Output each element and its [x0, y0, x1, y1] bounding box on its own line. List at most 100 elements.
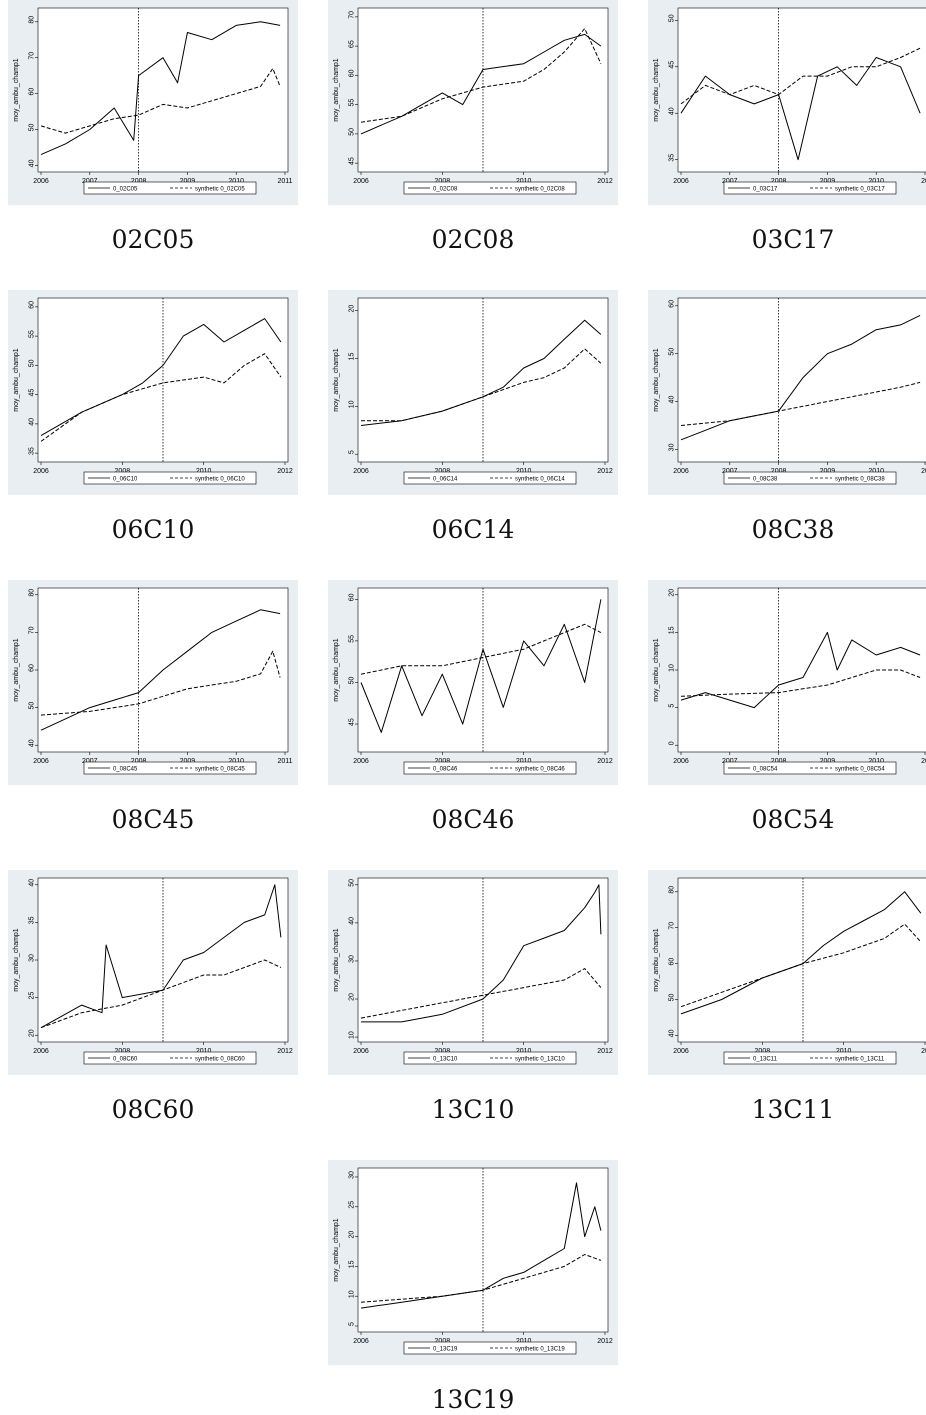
- x-tick-label: 2007: [82, 758, 98, 765]
- y-axis-label: moy_ambu_champ1: [653, 348, 660, 412]
- panel-caption: 13C10: [431, 1095, 515, 1124]
- y-tick-label: 60: [349, 593, 356, 601]
- y-tick-label: 5: [349, 1322, 356, 1326]
- x-tick-label: 2009: [820, 468, 836, 475]
- series-line-synthetic: [40, 353, 282, 442]
- y-tick-label: 20: [669, 589, 676, 597]
- series-line-treated: [40, 884, 282, 1029]
- panel-caption: 08C54: [751, 805, 835, 834]
- y-tick-label: 60: [29, 301, 36, 309]
- chart-svg: 2006 2008 2010 2012 5 10 15 20 moy_ambu_champ1 0_…: [333, 297, 613, 485]
- y-tick-label: 60: [29, 664, 36, 672]
- chart-panel-08C45: 2006 2007 2008 2009 2010 2011 40 50 60 70 80 moy_am…: [8, 580, 298, 785]
- x-tick-label: 2008: [435, 1048, 451, 1055]
- x-tick-label: 2010: [228, 178, 244, 185]
- x-tick-label: 2010: [868, 468, 884, 475]
- y-tick-label: 35: [29, 447, 36, 455]
- y-tick-label: 45: [349, 718, 356, 726]
- legend-label: 0_08C60: [113, 1057, 138, 1063]
- x-tick-label: 20: [921, 758, 926, 765]
- x-tick-label: 2008: [435, 178, 451, 185]
- x-tick-label: 2008: [115, 468, 131, 475]
- y-tick-label: 30: [349, 955, 356, 963]
- y-tick-label: 55: [349, 99, 356, 107]
- chart-panel-06C10: 2006 2008 2010 2012 35 40 45 50 55 60 moy_ambu_cha…: [8, 290, 298, 495]
- x-tick-label: 2010: [836, 1048, 852, 1055]
- chart-svg: 2006 2007 2008 2009 2010 20 35 40 45 50 moy_ambu_c…: [653, 7, 926, 195]
- y-tick-label: 70: [669, 922, 676, 930]
- chart-svg: 2006 2008 2010 2012 20 25 30 35 40 moy_ambu_champ…: [13, 877, 293, 1065]
- series-line-synthetic: [40, 68, 281, 134]
- series-line-synthetic: [360, 1254, 602, 1303]
- chart-panel-02C05: 2006 2007 2008 2009 2010 2011 40 50 60 70 80 moy_am…: [8, 0, 298, 205]
- y-tick-label: 30: [349, 1171, 356, 1179]
- y-tick-label: 55: [349, 635, 356, 643]
- series-line-treated: [40, 21, 281, 156]
- plot-area: [677, 877, 926, 1043]
- x-tick-label: 20: [921, 178, 926, 185]
- legend-label: synthetic 0_08C60: [195, 1057, 245, 1063]
- x-tick-label: 2006: [673, 758, 689, 765]
- legend-label: 0_06C10: [113, 477, 138, 483]
- x-tick-label: 2010: [516, 178, 532, 185]
- chart-svg: 2006 2008 2010 2012 45 50 55 60 65 70 moy_ambu_cha…: [333, 7, 613, 195]
- legend-label: synthetic 0_13C10: [515, 1057, 565, 1063]
- x-tick-label: 2006: [673, 1048, 689, 1055]
- series-line-synthetic: [40, 959, 282, 1029]
- series-line-treated: [40, 609, 281, 731]
- y-tick-label: 5: [669, 704, 676, 708]
- y-tick-label: 30: [29, 954, 36, 962]
- x-tick-label: 2009: [820, 758, 836, 765]
- chart-svg: 2006 2007 2008 2009 2010 2011 40 50 60 70 80 moy_am…: [13, 587, 293, 775]
- y-tick-label: 25: [349, 1201, 356, 1209]
- chart-panel-13C11: 2006 2008 2010 20 40 50 60 70 80 moy_ambu_champ1 0…: [648, 870, 926, 1075]
- series-line-treated: [360, 599, 602, 733]
- y-tick-label: 0: [669, 741, 676, 745]
- y-tick-label: 60: [29, 88, 36, 96]
- y-tick-label: 50: [29, 702, 36, 710]
- y-tick-label: 65: [349, 40, 356, 48]
- y-tick-label: 50: [29, 359, 36, 367]
- y-tick-label: 55: [29, 330, 36, 338]
- series-line-synthetic: [360, 28, 602, 123]
- y-axis-label: moy_ambu_champ1: [13, 638, 20, 702]
- legend-label: 0_13C11: [753, 1057, 778, 1063]
- y-tick-label: 60: [669, 300, 676, 308]
- y-axis-label: moy_ambu_champ1: [333, 58, 340, 122]
- legend-label: synthetic 0_02C05: [195, 187, 245, 193]
- chart-panel-08C46: 2006 2008 2010 2012 45 50 55 60 moy_ambu_champ1 0…: [328, 580, 618, 785]
- y-axis-label: moy_ambu_champ1: [333, 1218, 340, 1282]
- series-line-synthetic: [680, 923, 922, 1008]
- series-line-synthetic: [40, 650, 281, 716]
- y-tick-label: 60: [669, 958, 676, 966]
- legend-label: synthetic 0_03C17: [835, 187, 885, 193]
- y-tick-label: 45: [349, 157, 356, 165]
- x-tick-label: 2012: [597, 1338, 613, 1345]
- y-tick-label: 40: [29, 739, 36, 747]
- x-tick-label: 2007: [722, 468, 738, 475]
- y-axis-label: moy_ambu_champ1: [653, 638, 660, 702]
- plot-area: [677, 297, 926, 463]
- y-axis-label: moy_ambu_champ1: [333, 928, 340, 992]
- series-line-treated: [680, 57, 921, 161]
- series-line-synthetic: [680, 47, 921, 105]
- x-tick-label: 2008: [131, 758, 147, 765]
- panel-caption: 13C11: [751, 1095, 835, 1124]
- x-tick-label: 2008: [115, 1048, 131, 1055]
- x-tick-label: 2008: [435, 758, 451, 765]
- x-tick-label: 2011: [277, 178, 292, 185]
- x-tick-label: 2006: [353, 1338, 369, 1345]
- x-tick-label: 2010: [516, 1338, 532, 1345]
- legend-label: 0_08C46: [433, 767, 458, 773]
- x-tick-label: 2008: [771, 758, 787, 765]
- series-line-treated: [680, 314, 921, 441]
- x-tick-label: 2008: [435, 1338, 451, 1345]
- y-tick-label: 45: [669, 61, 676, 69]
- x-tick-label: 2010: [228, 758, 244, 765]
- panel-caption: 08C45: [111, 805, 195, 834]
- x-tick-label: 2011: [277, 758, 292, 765]
- panel-caption: 08C60: [111, 1095, 195, 1124]
- y-tick-label: 50: [349, 128, 356, 136]
- y-tick-label: 80: [29, 589, 36, 597]
- chart-panel-02C08: 2006 2008 2010 2012 45 50 55 60 65 70 moy_ambu_cha…: [328, 0, 618, 205]
